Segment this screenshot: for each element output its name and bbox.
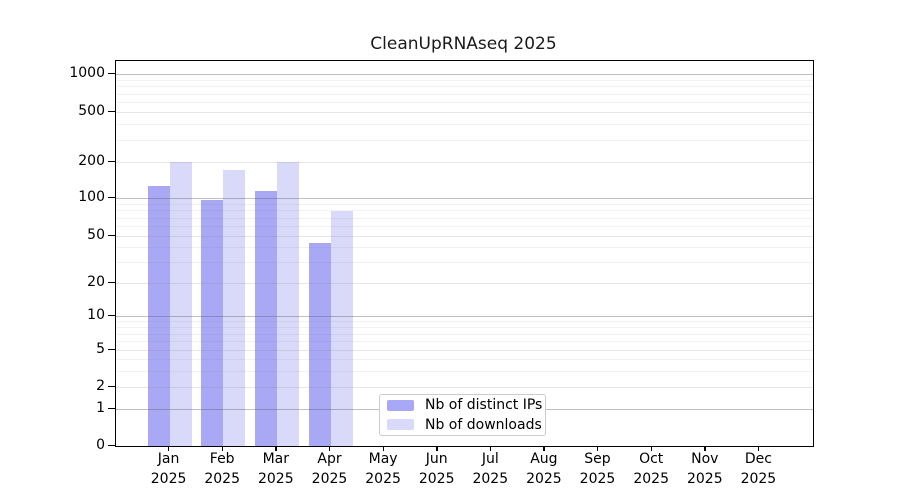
- plot-area: Nb of distinct IPs Nb of downloads: [115, 60, 814, 447]
- legend-entry-distinct-ips: Nb of distinct IPs: [380, 397, 545, 414]
- x-tick-label-apr: Apr 2025: [300, 449, 360, 489]
- x-tick-label-nov: Nov 2025: [675, 449, 735, 489]
- bar-nb-of-distinct-ips-feb: [201, 200, 223, 446]
- y-tick-label: 200: [35, 153, 105, 169]
- gridline: [116, 74, 813, 75]
- y-tick-mark: [108, 111, 115, 112]
- x-tick-label-jan: Jan 2025: [139, 449, 199, 489]
- y-tick-mark: [108, 386, 115, 387]
- bar-nb-of-distinct-ips-apr: [309, 243, 331, 447]
- x-tick-label-oct: Oct 2025: [621, 449, 681, 489]
- bar-nb-of-downloads-mar: [277, 162, 299, 446]
- y-tick-mark: [108, 197, 115, 198]
- y-tick-label: 2: [35, 378, 105, 394]
- bar-nb-of-downloads-jan: [170, 162, 192, 446]
- y-tick-mark: [108, 161, 115, 162]
- gridline: [116, 102, 813, 103]
- legend-swatch-downloads: [387, 419, 414, 430]
- y-tick-mark: [108, 282, 115, 283]
- y-tick-label: 50: [35, 227, 105, 243]
- gridline: [116, 86, 813, 87]
- legend: Nb of distinct IPs Nb of downloads: [379, 394, 546, 436]
- gridline: [116, 162, 813, 163]
- x-tick-label-jun: Jun 2025: [407, 449, 467, 489]
- chart-title: CleanUpRNAseq 2025: [115, 34, 812, 54]
- x-tick-label-may: May 2025: [353, 449, 413, 489]
- x-tick-label-dec: Dec 2025: [728, 449, 788, 489]
- legend-label-downloads: Nb of downloads: [425, 417, 542, 433]
- bar-nb-of-downloads-apr: [331, 211, 353, 446]
- y-tick-mark: [108, 445, 115, 446]
- y-tick-mark: [108, 315, 115, 316]
- y-tick-mark: [108, 408, 115, 409]
- x-tick-label-sep: Sep 2025: [568, 449, 628, 489]
- y-tick-label: 5: [35, 341, 105, 357]
- legend-label-distinct-ips: Nb of distinct IPs: [425, 397, 542, 413]
- y-tick-mark: [108, 73, 115, 74]
- x-tick-label-feb: Feb 2025: [192, 449, 252, 489]
- bar-nb-of-distinct-ips-jan: [148, 186, 170, 446]
- y-tick-label: 500: [35, 103, 105, 119]
- gridline: [116, 112, 813, 113]
- y-tick-mark: [108, 349, 115, 350]
- x-tick-label-mar: Mar 2025: [246, 449, 306, 489]
- y-tick-label: 10: [35, 307, 105, 323]
- y-tick-label: 20: [35, 274, 105, 290]
- y-tick-label: 1000: [35, 65, 105, 81]
- gridline: [116, 94, 813, 95]
- y-tick-mark: [108, 235, 115, 236]
- y-tick-label: 100: [35, 189, 105, 205]
- bar-nb-of-distinct-ips-mar: [255, 191, 277, 446]
- download-stats-chart: { "chart_data": { "type": "bar", "title"…: [0, 0, 900, 500]
- x-tick-label-jul: Jul 2025: [460, 449, 520, 489]
- legend-entry-downloads: Nb of downloads: [380, 417, 545, 434]
- gridline: [116, 124, 813, 125]
- x-tick-label-aug: Aug 2025: [514, 449, 574, 489]
- gridline: [116, 140, 813, 141]
- gridline: [116, 80, 813, 81]
- y-tick-label: 0: [35, 437, 105, 453]
- bar-nb-of-downloads-feb: [223, 170, 245, 446]
- y-tick-label: 1: [35, 400, 105, 416]
- legend-swatch-distinct-ips: [387, 400, 414, 411]
